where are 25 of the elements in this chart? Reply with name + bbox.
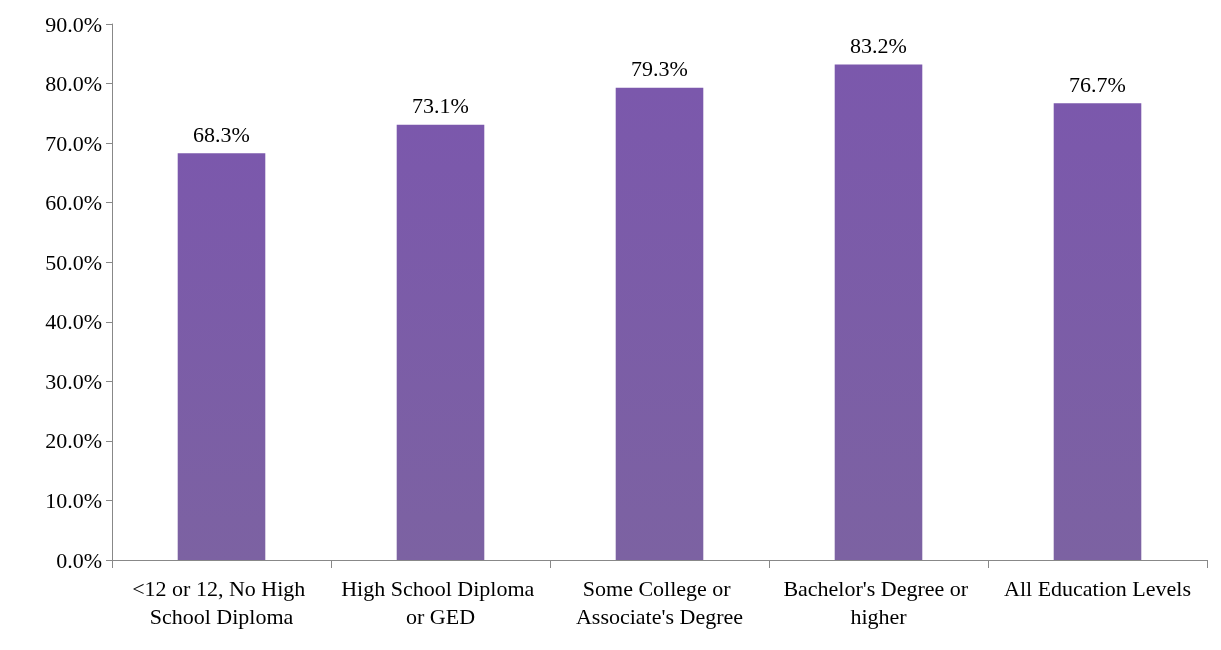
y-tick-label: 0.0% <box>56 547 102 573</box>
y-tick-label: 50.0% <box>45 249 102 275</box>
x-tick-label: High School Diploma or GED <box>341 575 540 629</box>
bar <box>615 87 704 560</box>
data-label: 68.3% <box>193 121 250 147</box>
data-label: 83.2% <box>850 33 907 58</box>
x-tick-label: Bachelor's Degree or higher <box>783 575 974 629</box>
y-tick-label: 40.0% <box>45 309 102 335</box>
y-tick-label: 10.0% <box>45 487 102 513</box>
y-tick-label: 80.0% <box>45 71 102 97</box>
bar <box>396 124 485 560</box>
y-tick-label: 70.0% <box>45 130 102 156</box>
data-label: 73.1% <box>412 93 469 119</box>
bar <box>834 64 923 560</box>
y-tick-label: 20.0% <box>45 428 102 454</box>
y-tick-label: 30.0% <box>45 368 102 394</box>
x-tick-label: All Education Levels <box>1004 575 1191 601</box>
x-tick-label: Some College or Associate's Degree <box>575 575 744 629</box>
bar <box>177 153 266 560</box>
x-tick-label: <12 or 12, No High School Diploma <box>132 575 311 629</box>
y-tick-label: 60.0% <box>45 190 102 216</box>
bar <box>1053 103 1142 560</box>
y-tick-label: 90.0% <box>45 11 102 37</box>
data-label: 76.7% <box>1069 71 1126 97</box>
data-label: 79.3% <box>631 56 688 82</box>
